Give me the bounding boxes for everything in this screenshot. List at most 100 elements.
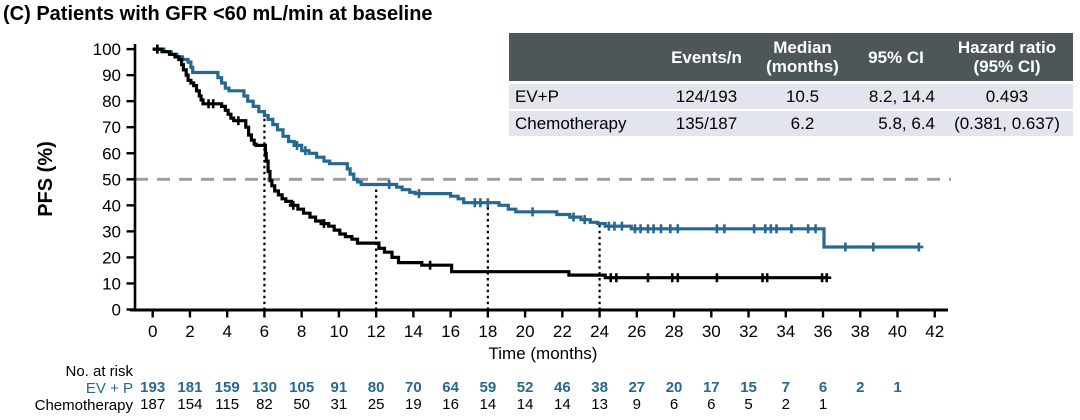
stats-header-median: Median (months) <box>754 33 851 82</box>
y-tick-label-10: 10 <box>102 274 121 293</box>
risk-value-ev-p-m4: 159 <box>214 379 240 396</box>
risk-value-chemotherapy-m32: 5 <box>744 396 753 413</box>
risk-value-ev-p-m28: 20 <box>665 379 683 396</box>
y-tick-label-90: 90 <box>102 66 121 85</box>
y-tick-label-40: 40 <box>102 196 121 215</box>
x-tick-label-12: 12 <box>367 322 386 341</box>
x-tick-label-30: 30 <box>702 322 721 341</box>
risk-value-chemotherapy-m34: 2 <box>781 396 790 413</box>
x-tick-label-0: 0 <box>148 322 157 341</box>
risk-value-chemotherapy-m24: 13 <box>591 396 608 413</box>
risk-value-chemotherapy-m4: 115 <box>215 396 240 413</box>
x-tick-label-40: 40 <box>888 322 907 341</box>
y-tick-label-50: 50 <box>102 170 121 189</box>
risk-table-title: No. at risk <box>65 363 133 380</box>
stats-cell-median: 10.5 <box>754 81 851 110</box>
risk-value-ev-p-m32: 15 <box>740 379 757 396</box>
risk-value-ev-p-m18: 59 <box>479 379 497 396</box>
risk-value-ev-p-m16: 64 <box>442 379 459 396</box>
stats-cell-median: 6.2 <box>754 109 851 137</box>
risk-value-chemotherapy-m14: 19 <box>405 396 422 413</box>
risk-value-chemotherapy-m36: 1 <box>818 396 828 413</box>
stats-row-chemo: Chemotherapy 135/187 6.2 5.8, 6.4 (0.381… <box>509 109 1073 137</box>
stats-header-blank <box>509 33 659 82</box>
stats-cell-ci: 5.8, 6.4 <box>851 109 941 137</box>
y-tick-label-70: 70 <box>102 118 121 137</box>
y-tick-label-30: 30 <box>102 222 121 241</box>
km-curve-ev-p <box>152 47 919 249</box>
y-axis-title: PFS (%) <box>35 141 57 217</box>
x-tick-label-24: 24 <box>590 322 609 341</box>
risk-value-ev-p-m38: 2 <box>856 379 865 396</box>
x-tick-label-28: 28 <box>665 322 684 341</box>
x-tick-label-4: 4 <box>222 322 231 341</box>
risk-value-ev-p-m24: 38 <box>591 379 608 396</box>
stats-cell-hr: (0.381, 0.637) <box>941 109 1073 137</box>
risk-value-ev-p-m14: 70 <box>405 379 422 396</box>
risk-value-chemotherapy-m20: 14 <box>516 396 534 413</box>
risk-value-ev-p-m10: 91 <box>330 379 348 396</box>
risk-value-chemotherapy-m22: 14 <box>553 396 571 413</box>
risk-value-chemotherapy-m10: 31 <box>330 396 348 413</box>
risk-label-chemo: Chemotherapy <box>34 397 133 414</box>
stats-header-events: Events/n <box>659 33 754 82</box>
x-tick-label-6: 6 <box>260 322 269 341</box>
stats-header-ci: 95% CI <box>851 33 941 82</box>
risk-value-ev-p-m0: 193 <box>140 379 166 396</box>
risk-value-ev-p-m34: 7 <box>781 379 790 396</box>
y-tick-label-80: 80 <box>102 92 121 111</box>
risk-value-chemotherapy-m30: 6 <box>707 396 716 413</box>
stats-cell-label: Chemotherapy <box>509 109 659 137</box>
x-axis-title: Time (months) <box>489 344 598 363</box>
risk-value-ev-p-m8: 105 <box>289 379 315 396</box>
x-tick-label-16: 16 <box>441 322 460 341</box>
y-tick-label-0: 0 <box>112 301 121 320</box>
risk-value-ev-p-m40: 1 <box>893 379 902 396</box>
x-tick-label-32: 32 <box>739 322 758 341</box>
km-curve-chemotherapy <box>152 47 827 280</box>
risk-value-ev-p-m30: 17 <box>702 379 720 396</box>
x-tick-label-26: 26 <box>627 322 646 341</box>
x-tick-label-18: 18 <box>478 322 497 341</box>
y-tick-label-60: 60 <box>102 144 121 163</box>
risk-value-chemotherapy-m16: 16 <box>442 396 459 413</box>
risk-value-chemotherapy-m2: 154 <box>177 396 203 413</box>
risk-value-ev-p-m2: 181 <box>177 379 203 396</box>
risk-value-chemotherapy-m28: 6 <box>669 396 679 413</box>
x-tick-label-36: 36 <box>814 322 833 341</box>
risk-label-evp: EV + P <box>85 380 133 397</box>
x-tick-label-38: 38 <box>851 322 870 341</box>
risk-value-chemotherapy-m8: 50 <box>293 396 310 413</box>
stats-table: Events/n Median (months) 95% CI Hazard r… <box>509 33 1073 137</box>
x-tick-label-8: 8 <box>297 322 306 341</box>
risk-value-ev-p-m6: 130 <box>251 379 277 396</box>
risk-value-ev-p-m22: 46 <box>553 379 571 396</box>
y-tick-label-20: 20 <box>102 248 121 267</box>
stats-header-row: Events/n Median (months) 95% CI Hazard r… <box>509 33 1073 82</box>
x-tick-label-14: 14 <box>404 322 423 341</box>
risk-value-chemotherapy-m26: 9 <box>632 396 641 413</box>
risk-value-chemotherapy-m12: 25 <box>367 396 385 413</box>
stats-cell-label: EV+P <box>509 81 659 110</box>
x-tick-label-10: 10 <box>329 322 348 341</box>
stats-header-hr: Hazard ratio (95% CI) <box>941 33 1073 82</box>
risk-value-chemotherapy-m6: 82 <box>256 396 273 413</box>
risk-value-ev-p-m36: 6 <box>818 379 828 396</box>
risk-value-ev-p-m20: 52 <box>516 379 534 396</box>
risk-value-ev-p-m26: 27 <box>628 379 646 396</box>
panel-title: (C) Patients with GFR <60 mL/min at base… <box>3 3 433 25</box>
y-tick-label-100: 100 <box>93 40 121 59</box>
stats-row-evp: EV+P 124/193 10.5 8.2, 14.4 0.493 <box>509 81 1073 110</box>
stats-cell-events: 124/193 <box>659 81 754 110</box>
x-tick-label-34: 34 <box>776 322 795 341</box>
risk-value-chemotherapy-m18: 14 <box>479 396 497 413</box>
stats-cell-ci: 8.2, 14.4 <box>851 81 941 110</box>
stats-cell-events: 135/187 <box>659 109 754 137</box>
risk-value-chemotherapy-m0: 187 <box>140 396 166 413</box>
risk-value-ev-p-m12: 80 <box>367 379 385 396</box>
x-tick-label-22: 22 <box>553 322 572 341</box>
x-tick-label-42: 42 <box>925 322 944 341</box>
stats-cell-hr: 0.493 <box>941 81 1073 110</box>
